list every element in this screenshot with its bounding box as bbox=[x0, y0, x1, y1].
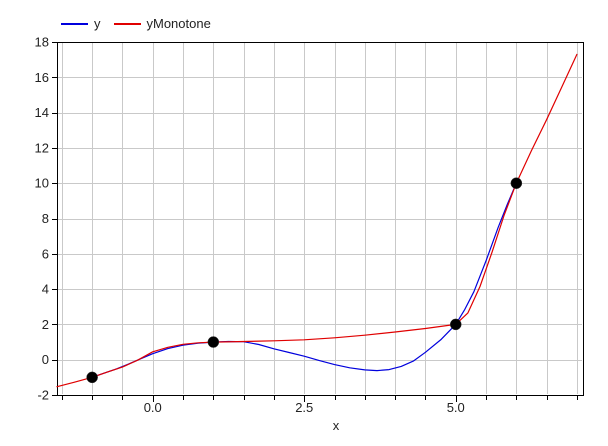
y-tick-label: 14 bbox=[35, 105, 49, 120]
curve-y bbox=[91, 182, 517, 378]
y-tick-label: 18 bbox=[35, 35, 49, 50]
data-point-marker bbox=[449, 318, 462, 331]
plot-frame bbox=[57, 42, 584, 396]
y-tick-label: 12 bbox=[35, 140, 49, 155]
y-tick-label: 4 bbox=[42, 282, 49, 297]
y-tick-label: 6 bbox=[42, 246, 49, 261]
y-tick-label: 0 bbox=[42, 352, 49, 367]
y-tick-label: 2 bbox=[42, 317, 49, 332]
y-tick-label: 8 bbox=[42, 211, 49, 226]
x-tick-label: 0.0 bbox=[144, 400, 162, 415]
legend-label: y bbox=[94, 16, 101, 31]
x-tick-label: 2.5 bbox=[295, 400, 313, 415]
data-point-marker bbox=[510, 177, 523, 189]
legend-line-sample bbox=[113, 22, 141, 25]
legend-line-sample bbox=[61, 22, 88, 25]
legend-item-yMonotone[interactable]: yMonotone bbox=[113, 16, 211, 31]
y-tick-label: 10 bbox=[35, 176, 49, 191]
legend-item-y[interactable]: y bbox=[61, 16, 101, 31]
x-tick-label: 5.0 bbox=[447, 400, 465, 415]
y-tick-label: -2 bbox=[37, 388, 49, 403]
y-tick-label: 16 bbox=[35, 70, 49, 85]
data-point-marker bbox=[207, 336, 220, 348]
x-axis-label-text: x bbox=[332, 418, 340, 433]
data-point-marker bbox=[86, 371, 98, 384]
x-axis-label: x bbox=[0, 418, 608, 433]
legend-label: yMonotone bbox=[146, 16, 211, 31]
curve-yMonotone bbox=[56, 53, 578, 388]
legend: y yMonotone bbox=[61, 16, 211, 31]
